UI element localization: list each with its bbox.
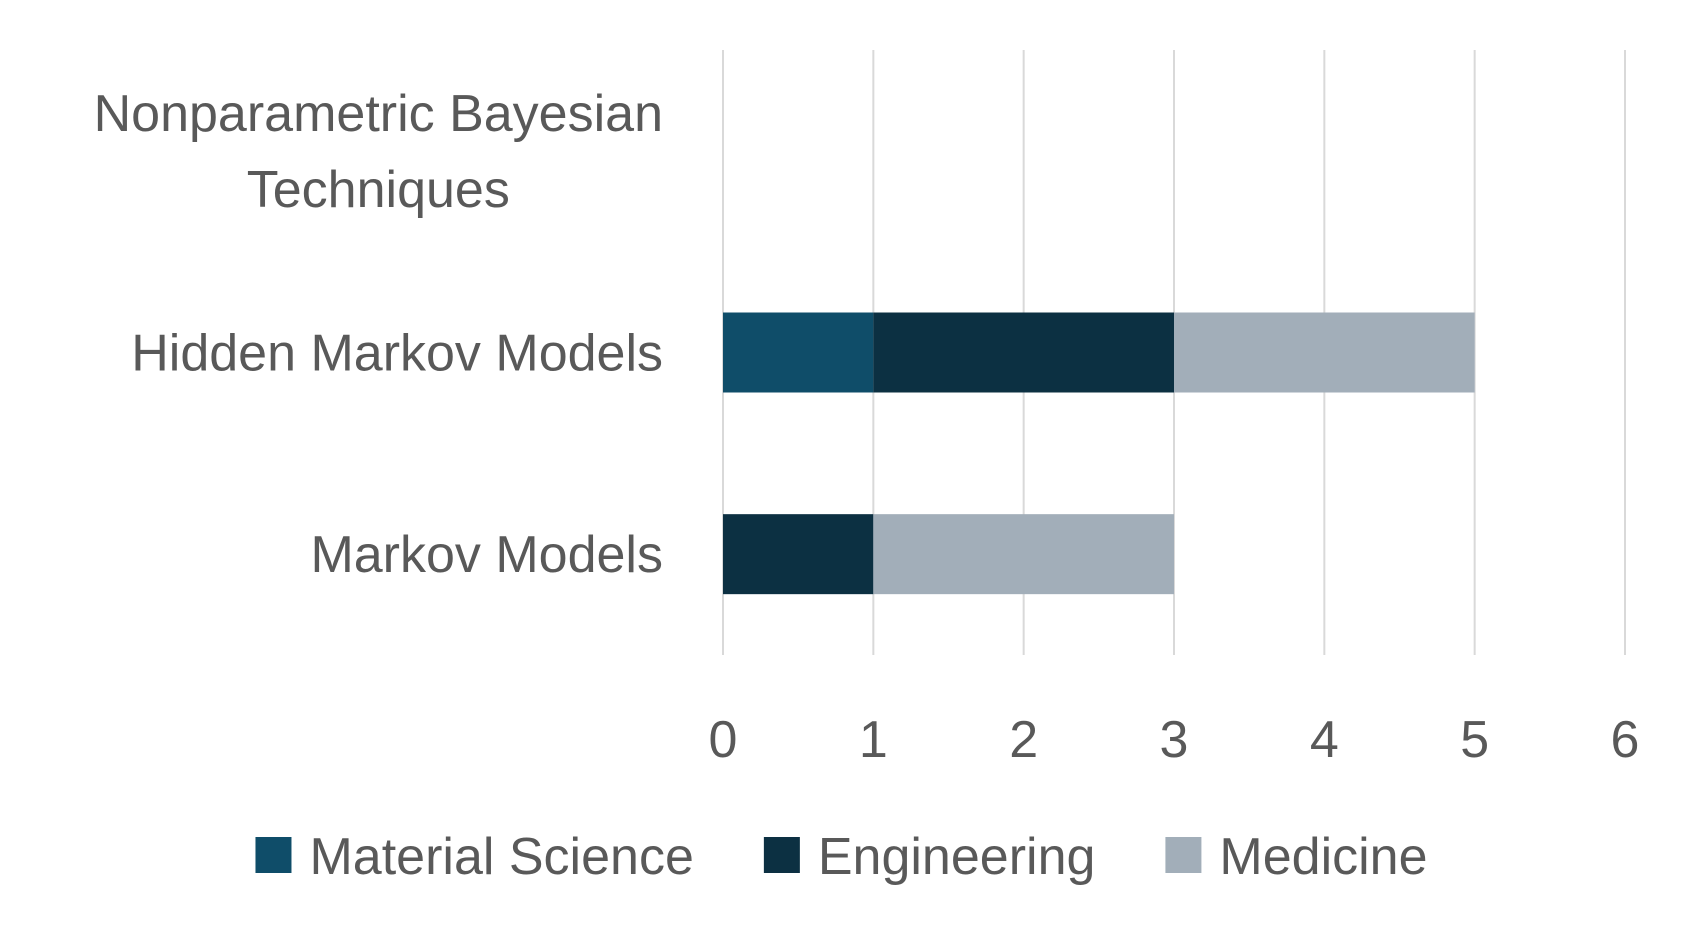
legend-label-engineering: Engineering	[818, 828, 1096, 886]
legend-item-engineering: Engineering	[763, 828, 1096, 886]
x-tick-label-3: 3	[1160, 711, 1189, 769]
legend-label-medicine: Medicine	[1219, 828, 1427, 886]
bar-markov-models-medicine	[873, 514, 1174, 595]
bar-hidden-markov-models-engineering	[873, 312, 1174, 393]
bar-markov-models-engineering	[723, 514, 874, 595]
legend-label-material-science: Material Science	[309, 828, 693, 886]
x-tick-label-6: 6	[1611, 711, 1640, 769]
legend-item-material-science: Material Science	[255, 828, 694, 886]
category-label-markov-models: Markov Models	[310, 526, 663, 584]
legend-swatch-engineering	[763, 837, 800, 873]
x-tick-label-4: 4	[1310, 711, 1339, 769]
bars	[723, 312, 1475, 595]
bar-hidden-markov-models-material-science	[723, 312, 874, 393]
category-label-nonparametric-bayesian-techniques: Nonparametric Bayesian Techniques	[94, 85, 663, 219]
legend-item-medicine: Medicine	[1165, 828, 1428, 886]
x-tick-label-0: 0	[709, 711, 738, 769]
legend-swatch-material-science	[255, 837, 292, 873]
x-tick-label-5: 5	[1460, 711, 1489, 769]
x-tick-label-2: 2	[1009, 711, 1038, 769]
category-label-hidden-markov-models: Hidden Markov Models	[131, 325, 663, 383]
category-labels: Markov Models Hidden Markov Models Nonpara…	[94, 85, 663, 584]
bar-hidden-markov-models-medicine	[1174, 312, 1475, 393]
x-axis-tick-labels: 0 1 2 3 4 5 6	[709, 711, 1640, 769]
legend-swatch-medicine	[1165, 837, 1202, 873]
x-tick-label-1: 1	[859, 711, 888, 769]
legend: Material Science Engineering Medicine	[255, 828, 1428, 886]
